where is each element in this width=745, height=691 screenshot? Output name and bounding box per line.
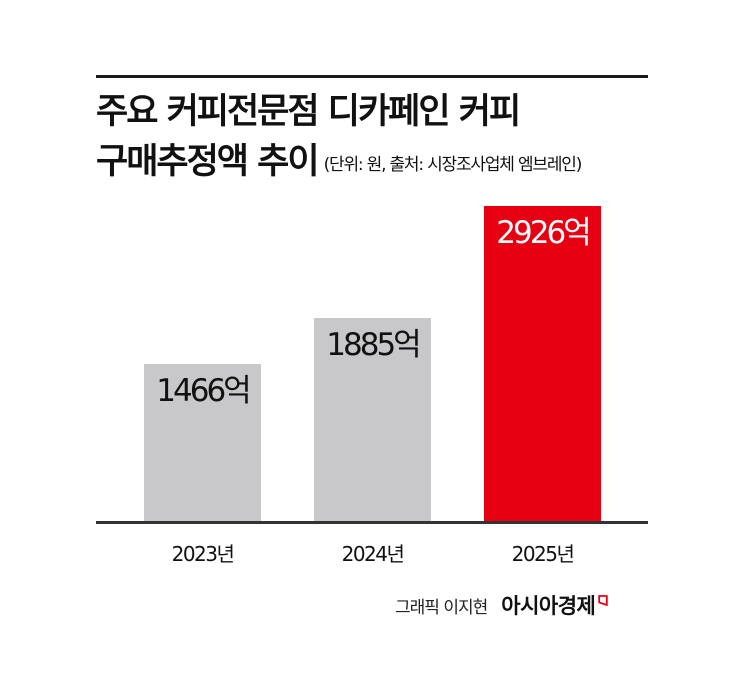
- bar-value-label: 1885억: [326, 327, 421, 363]
- footer: 그래픽 이지현 아시아경제: [395, 590, 609, 620]
- bar-2025: 2926억: [484, 206, 601, 522]
- chart-title-line2-text: 구매추정액 추이: [96, 142, 320, 182]
- chart-title-line1: 주요 커피전문점 디카페인 커피: [96, 92, 521, 132]
- top-rule: [96, 75, 648, 78]
- x-axis-baseline: [96, 521, 648, 524]
- x-axis-label: 2023년: [171, 542, 235, 566]
- graphic-credit: 그래픽 이지현: [395, 597, 488, 618]
- bar-2023: 1466억: [144, 364, 261, 522]
- brand-logo-text: 아시아경제: [501, 594, 596, 618]
- bar-2024: 1885억: [314, 318, 431, 522]
- bar-value-label: 2926억: [496, 215, 591, 251]
- bar-value-label: 1466억: [156, 373, 251, 409]
- chart-title-line2: 구매추정액 추이 (단위: 원, 출처: 시장조사업체 엠브레인): [96, 142, 583, 182]
- x-axis-label: 2024년: [341, 542, 405, 566]
- x-axis-label: 2025년: [511, 542, 575, 566]
- chart-subtitle: (단위: 원, 출처: 시장조사업체 엠브레인): [323, 155, 583, 175]
- brand-mark-icon: [598, 591, 609, 610]
